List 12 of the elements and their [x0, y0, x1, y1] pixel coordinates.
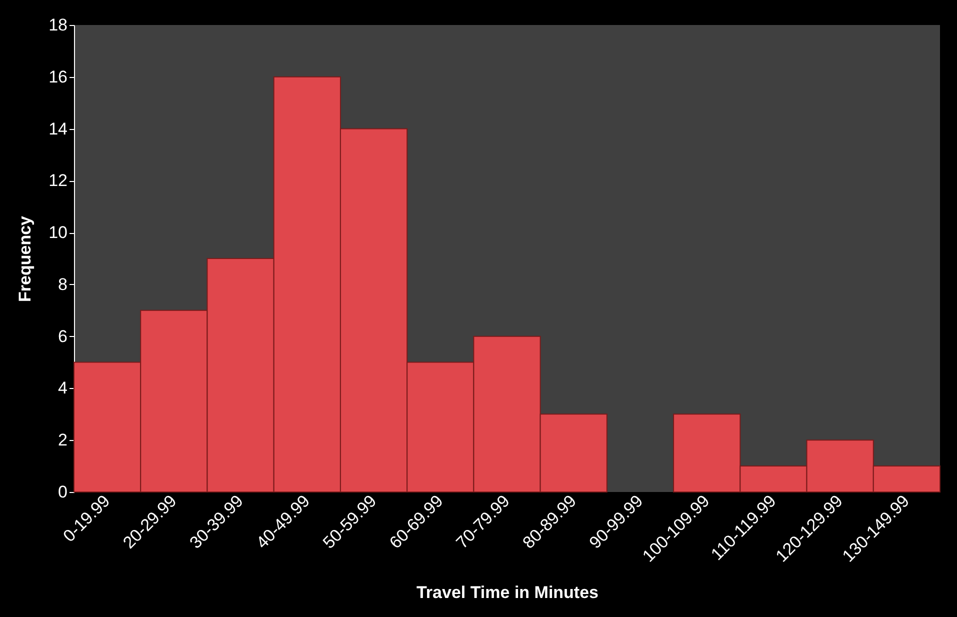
x-axis-title: Travel Time in Minutes: [416, 582, 599, 602]
y-tick-label: 6: [58, 326, 68, 346]
y-tick-label: 12: [48, 171, 68, 190]
y-tick-label: 16: [48, 67, 68, 86]
y-tick-label: 4: [58, 378, 68, 398]
y-tick-label: 2: [58, 430, 68, 450]
y-axis-title: Frequency: [16, 215, 35, 302]
y-tick-label: 10: [48, 223, 68, 242]
y-tick-label: 18: [48, 16, 68, 34]
y-tick-label: 8: [58, 274, 68, 294]
y-tick-label: 14: [48, 119, 68, 138]
y-tick-label: 0: [58, 482, 68, 502]
